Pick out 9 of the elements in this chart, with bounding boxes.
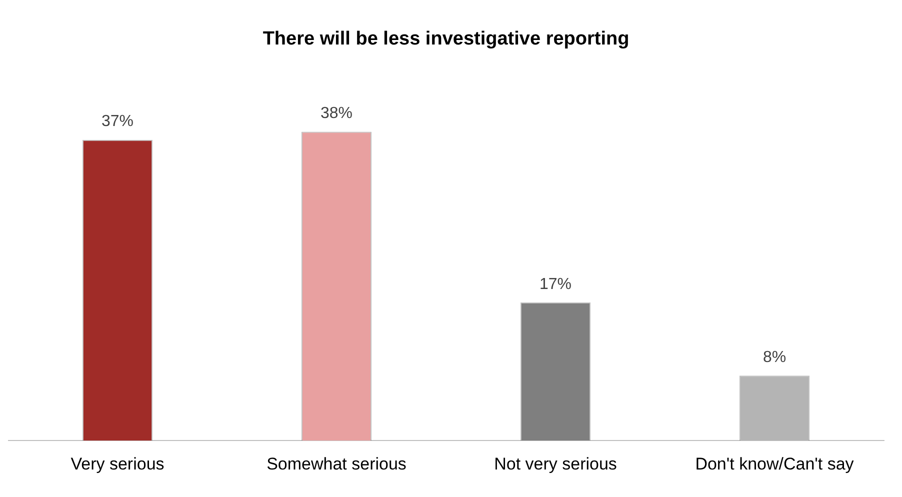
data-label: 38% <box>320 105 353 122</box>
data-label: 37% <box>101 113 134 130</box>
x-tick-label: Don't know/Can't say <box>695 454 854 474</box>
x-tick-label: Somewhat serious <box>266 454 406 474</box>
chart-title: There will be less investigative reporting <box>262 28 630 50</box>
data-label: 8% <box>762 348 786 366</box>
x-tick-label: Very serious <box>70 454 164 474</box>
x-tick-label: Not very serious <box>494 454 617 474</box>
data-label: 17% <box>539 276 572 293</box>
